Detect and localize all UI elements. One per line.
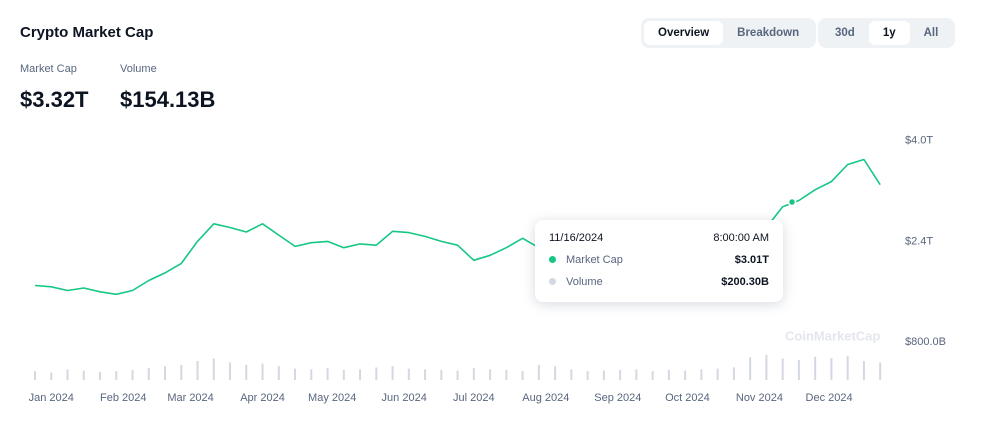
view-tab[interactable]: Breakdown (737, 27, 800, 39)
tooltip-series: Market Cap (566, 254, 623, 266)
x-tick-label: May 2024 (308, 392, 356, 404)
x-tick-label: Aug 2024 (522, 392, 569, 404)
view-tabs: Overview Breakdown (641, 18, 817, 48)
volume-bar (277, 366, 280, 380)
volume-bar (830, 357, 833, 380)
volume-bar (359, 369, 362, 380)
x-tick-label: Nov 2024 (736, 392, 783, 404)
volume-bar (716, 368, 719, 380)
x-tick-label: Oct 2024 (665, 392, 710, 404)
x-tick-label: Sep 2024 (594, 392, 641, 404)
volume-bar (537, 364, 540, 380)
volume-bar (99, 371, 102, 380)
x-tick-label: Feb 2024 (100, 392, 146, 404)
volume-bar (651, 371, 654, 380)
volume-bar (131, 369, 134, 380)
stat-value: $3.32T (20, 87, 89, 112)
tooltip-swatch (549, 256, 556, 263)
volume-bar (196, 361, 199, 380)
volume-bar (472, 368, 475, 380)
volume-bar (424, 369, 427, 380)
volume-bar (619, 369, 622, 380)
x-tick-label: Jan 2024 (29, 392, 74, 404)
volume-bar (814, 356, 817, 380)
volume-bar (879, 362, 882, 380)
range-tab[interactable]: 30d (835, 27, 855, 39)
watermark: CoinMarketCap (785, 328, 880, 343)
range-tab[interactable]: 1y (868, 21, 910, 45)
y-tick-label: $800.0B (905, 336, 946, 348)
volume-bar (749, 357, 752, 380)
tooltip-value: $3.01T (734, 254, 769, 266)
view-tab[interactable]: Overview (644, 21, 724, 45)
volume-bar (407, 368, 410, 380)
tooltip-time: 8:00:00 AM (713, 232, 769, 244)
volume-bar (342, 369, 345, 380)
volume-bar (456, 370, 459, 380)
volume-bar (440, 369, 443, 380)
volume-bar (586, 371, 589, 380)
volume-bar (212, 358, 215, 380)
volume-bar (82, 370, 85, 380)
x-tick-label: Jul 2024 (453, 392, 495, 404)
volume-bar (245, 364, 248, 380)
volume-bar (50, 372, 53, 380)
volume-bar (862, 361, 865, 380)
volume-bar (684, 370, 687, 380)
volume-bar (521, 371, 524, 380)
volume-bar (505, 369, 508, 380)
hover-dot (787, 197, 797, 207)
volume-bar (375, 367, 378, 380)
title: Crypto Market Cap (20, 24, 154, 41)
volume-bar (732, 367, 735, 380)
volume-bar (34, 371, 36, 380)
volume-bar (391, 366, 394, 380)
y-tick-label: $2.4T (905, 235, 933, 247)
x-tick-label: Apr 2024 (240, 392, 285, 404)
tooltip-swatch (549, 278, 556, 285)
x-tick-label: Mar 2024 (167, 392, 213, 404)
volume-bar (66, 369, 69, 380)
stat-label: Market Cap (20, 63, 77, 75)
x-tick-label: Dec 2024 (806, 392, 853, 404)
volume-bar (326, 368, 329, 380)
volume-bar (570, 369, 573, 380)
volume-bar (115, 371, 118, 380)
x-tick-label: Jun 2024 (382, 392, 427, 404)
tooltip: 11/16/2024 8:00:00 AM Market Cap $3.01T Vo… (535, 220, 783, 302)
volume-bar (765, 354, 768, 380)
range-tab[interactable]: All (923, 27, 939, 39)
tooltip-date: 11/16/2024 (549, 232, 604, 244)
stat-label: Volume (120, 63, 157, 75)
tooltip-value: $200.30B (721, 276, 769, 288)
volume-bar (797, 359, 800, 380)
volume-bar (846, 356, 849, 380)
range-tabs: 30d 1y All (818, 18, 956, 48)
volume-bar (635, 369, 638, 380)
volume-bar (164, 366, 167, 380)
volume-bar (229, 362, 232, 380)
volume-bar (147, 368, 150, 380)
volume-bar (261, 363, 264, 380)
tooltip-series: Volume (566, 276, 603, 288)
volume-bar (602, 370, 605, 380)
volume-bar (294, 368, 297, 380)
volume-bar (180, 364, 183, 380)
stat-value: $154.13B (120, 87, 216, 112)
volume-bar (489, 369, 492, 380)
volume-bar (310, 369, 313, 380)
y-tick-label: $4.0T (905, 135, 933, 147)
volume-bar (554, 366, 557, 380)
volume-bar (667, 369, 670, 380)
volume-bar (700, 369, 703, 380)
volume-bar (781, 358, 784, 380)
